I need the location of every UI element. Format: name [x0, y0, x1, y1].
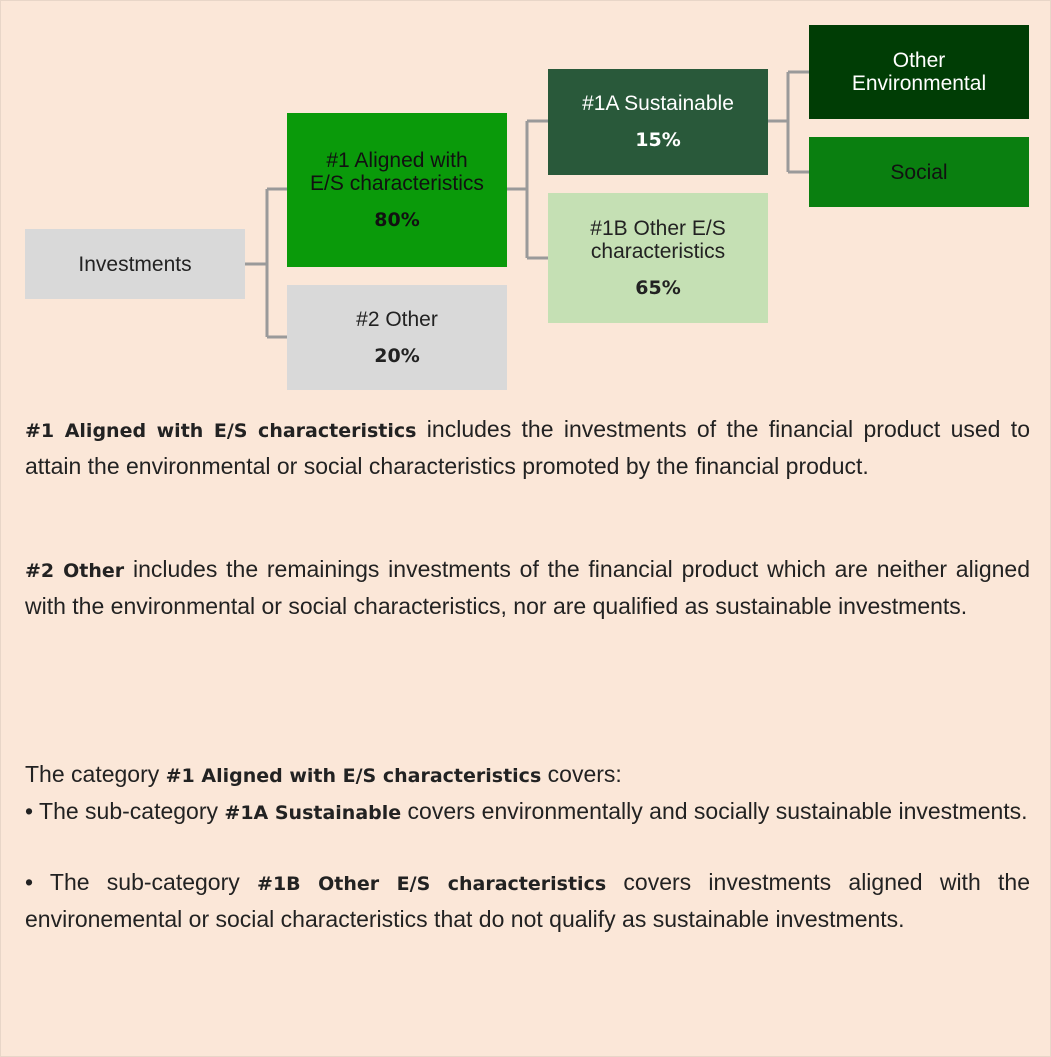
paragraph: The category #1 Aligned with E/S charact… [25, 757, 1030, 794]
node-label: #1A Sustainable [582, 92, 734, 115]
connector [245, 187, 287, 339]
node-value: 15% [635, 129, 681, 151]
node-label: Social [890, 160, 948, 184]
node-label: Investments [78, 252, 192, 276]
paragraph: #2 Other includes the remainings investm… [25, 552, 1030, 624]
connector [768, 70, 809, 174]
node: #2 Other 20% [287, 285, 507, 390]
node-label: #1B Other E/S characteristics [590, 216, 726, 263]
node-label: #2 Other [356, 307, 438, 331]
node: #1 Aligned with E/S characteristics 80% [287, 113, 507, 267]
text: • The sub-category [25, 869, 258, 895]
bold-text: #1 Aligned with E/S characteristics [25, 420, 417, 442]
connector [507, 119, 548, 260]
paragraph: #1 Aligned with E/S characteristics incl… [25, 412, 1030, 484]
bold-text: #1A Sustainable [224, 802, 402, 824]
node-label: #1 Aligned with E/S characteristics [310, 148, 484, 195]
node-label: Other Environmental [851, 49, 987, 95]
text: • The sub-category [25, 798, 225, 824]
connectors [245, 70, 809, 339]
text: includes the remainings investments of t… [25, 556, 1030, 619]
text: covers: [541, 761, 622, 787]
node: Investments [25, 229, 245, 299]
text: covers investments aligned with the envi… [25, 869, 1030, 932]
node-value: 65% [635, 276, 681, 299]
node: #1A Sustainable 15% [548, 69, 768, 175]
text: The category [25, 761, 166, 787]
node: #1B Other E/S characteristics 65% [548, 193, 768, 323]
node-value: 20% [374, 344, 420, 367]
bold-text: #2 Other [25, 560, 125, 582]
text: covers environmentally and socially sust… [401, 798, 1028, 824]
node: Other Environmental [809, 25, 1029, 119]
text: includes the investments of the financia… [25, 416, 1030, 479]
paragraph: • The sub-category #1B Other E/S charact… [25, 865, 1030, 937]
node-value: 80% [374, 208, 420, 231]
paragraph: • The sub-category #1A Sustainable cover… [25, 794, 1030, 831]
bold-text: #1B Other E/S characteristics [257, 873, 607, 895]
node: Social [809, 137, 1029, 207]
bold-text: #1 Aligned with E/S characteristics [165, 765, 542, 787]
